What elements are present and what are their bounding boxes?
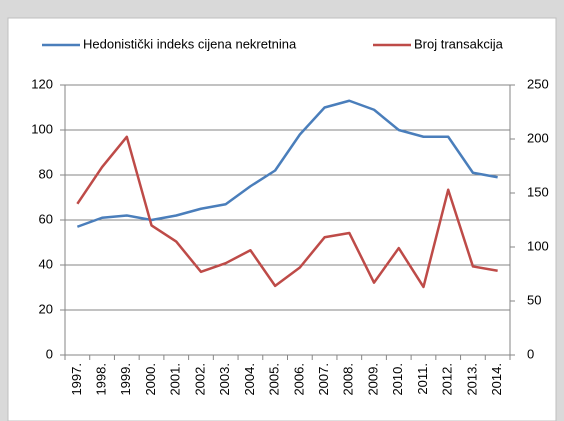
x-tick-label: 2000. (143, 363, 158, 396)
x-tick-label: 2010. (390, 363, 405, 396)
x-tick-label: 2012. (440, 363, 455, 396)
x-tick-label: 2004. (242, 363, 257, 396)
x-tick-label: 1998. (94, 363, 109, 396)
y-tick-label: 120 (31, 76, 53, 91)
y-tick-label: 100 (31, 121, 53, 136)
y2-tick-label: 50 (527, 292, 541, 307)
y-tick-label: 80 (39, 166, 53, 181)
x-tick-label: 2002. (192, 363, 207, 396)
y2-tick-label: 0 (527, 346, 534, 361)
x-tick-label: 2009. (365, 363, 380, 396)
y-tick-label: 0 (46, 346, 53, 361)
x-tick-label: 1999. (118, 363, 133, 396)
x-tick-label: 2006. (291, 363, 306, 396)
x-tick-label: 2005. (267, 363, 282, 396)
x-tick-label: 2013. (464, 363, 479, 396)
x-tick-label: 2011. (415, 363, 430, 395)
series-line (76, 135, 498, 289)
y-tick-label: 60 (39, 211, 53, 226)
x-tick-label: 2008. (341, 363, 356, 396)
x-tick-label: 2003. (217, 363, 232, 396)
y2-tick-label: 200 (527, 130, 549, 145)
series-line (76, 99, 498, 228)
legend-label: Hedonistički indeks cijena nekretnina (83, 36, 297, 51)
x-tick-label: 2014. (489, 363, 504, 396)
x-tick-label: 2007. (316, 363, 331, 396)
y2-tick-label: 150 (527, 184, 549, 199)
y-tick-label: 20 (39, 301, 53, 316)
legend-label: Broj transakcija (414, 36, 504, 51)
y2-tick-label: 250 (527, 76, 549, 91)
y-tick-label: 40 (39, 256, 53, 271)
x-tick-label: 1997. (69, 363, 84, 396)
x-tick-label: 2001. (168, 363, 183, 396)
y2-tick-label: 100 (527, 238, 549, 253)
